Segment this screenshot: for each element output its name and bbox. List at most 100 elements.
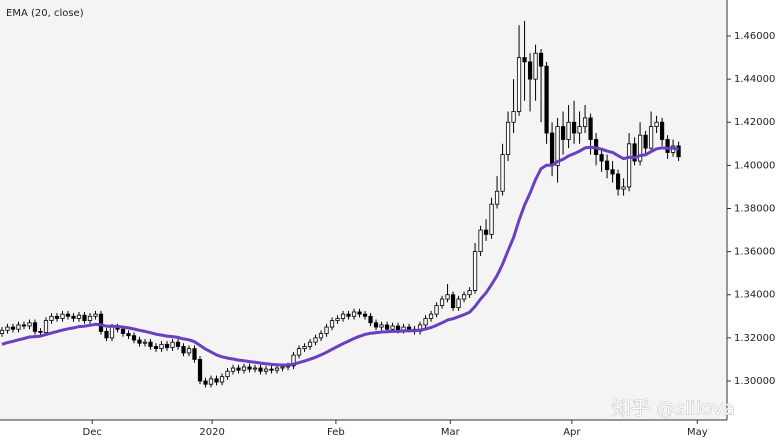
candle-body: [252, 367, 258, 370]
candle-body: [632, 143, 637, 162]
y-tick-label: 1.32000: [734, 333, 775, 344]
candle-body: [148, 341, 153, 347]
candle-body: [610, 169, 615, 175]
candle-body: [505, 121, 511, 155]
candle-body: [533, 52, 538, 80]
candle-body: [577, 126, 582, 134]
candle-body: [335, 318, 340, 322]
candle-body: [21, 324, 27, 327]
candle-body: [269, 368, 274, 371]
candle-body: [549, 132, 555, 166]
candle-body: [313, 337, 318, 343]
x-tick-label: Mar: [441, 427, 461, 438]
candle-body: [60, 313, 65, 319]
candle-body: [582, 117, 588, 127]
candle-body: [478, 229, 483, 253]
candle-body: [648, 126, 654, 149]
candle-body: [555, 126, 560, 166]
candle-body: [225, 370, 230, 378]
y-tick-label: 1.38000: [734, 203, 775, 214]
candle-body: [43, 320, 49, 333]
candle-body: [324, 326, 329, 334]
candle-body: [126, 333, 131, 337]
candle-body: [329, 320, 335, 328]
candle-body: [566, 121, 571, 140]
candle-body: [263, 368, 269, 372]
candle-body: [643, 134, 648, 149]
candle-body: [659, 121, 665, 140]
candle-body: [274, 367, 280, 371]
candle-body: [340, 313, 346, 319]
candle-body: [489, 203, 494, 235]
candle-body: [186, 348, 192, 354]
candle-body: [181, 346, 186, 354]
candle-body: [445, 294, 450, 300]
candle-body: [153, 346, 159, 350]
candle-body: [362, 313, 368, 317]
x-tick-label: May: [687, 427, 708, 438]
candle-body: [456, 298, 461, 309]
x-tick-label: Dec: [83, 427, 102, 438]
candle-body: [368, 315, 373, 324]
candle-body: [258, 367, 263, 372]
candle-body: [483, 229, 489, 235]
x-tick-label: Feb: [327, 427, 345, 438]
y-tick-label: 1.42000: [734, 117, 775, 128]
candle-body: [5, 326, 10, 331]
candle-body: [351, 311, 357, 317]
candle-body: [307, 341, 313, 347]
candle-body: [571, 121, 577, 134]
candle-body: [192, 348, 197, 360]
candle-body: [137, 339, 142, 344]
candle-body: [522, 57, 527, 63]
candle-body: [280, 366, 285, 369]
candle-body: [615, 173, 621, 190]
candle-body: [71, 315, 76, 319]
candle-body: [588, 117, 593, 140]
candle-body: [175, 341, 181, 347]
candle-body: [511, 111, 516, 123]
candle-body: [296, 348, 302, 356]
candle-body: [626, 143, 632, 188]
candle-body: [87, 315, 93, 322]
candle-body: [461, 294, 467, 300]
y-tick-label: 1.36000: [734, 247, 775, 258]
candle-body: [439, 298, 445, 306]
candle-body: [346, 313, 351, 317]
candle-body: [450, 294, 456, 309]
candle-body: [291, 354, 296, 367]
candle-body: [665, 139, 670, 153]
candle-body: [379, 324, 384, 328]
candle-body: [0, 329, 5, 334]
candle-body: [32, 322, 38, 332]
candle-body: [10, 326, 16, 330]
candle-body: [208, 378, 214, 385]
candle-body: [654, 121, 659, 127]
candle-body: [104, 330, 109, 339]
candle-body: [621, 186, 626, 190]
ema-line: [1, 145, 679, 367]
candle-body: [544, 65, 549, 134]
y-tick-label: 1.40000: [734, 160, 775, 171]
candle-body: [423, 318, 428, 326]
candle-body: [538, 52, 544, 67]
chart-title: EMA (20, close): [6, 8, 84, 19]
candle-body: [197, 359, 203, 382]
candle-body: [159, 343, 164, 350]
candle-body: [384, 324, 390, 330]
candle-body: [38, 330, 43, 333]
candle-body: [395, 325, 401, 331]
candle-body: [214, 378, 219, 383]
candle-body: [637, 134, 643, 162]
candle-body: [599, 154, 604, 162]
candle-body: [428, 313, 434, 319]
candle-body: [203, 380, 208, 385]
candle-body: [120, 328, 126, 334]
y-tick-label: 1.30000: [734, 376, 775, 387]
candle-body: [131, 335, 137, 341]
candle-body: [98, 313, 104, 332]
candle-body: [109, 326, 115, 339]
candle-body: [247, 366, 252, 370]
candle-body: [27, 322, 32, 327]
candle-body: [494, 190, 500, 205]
